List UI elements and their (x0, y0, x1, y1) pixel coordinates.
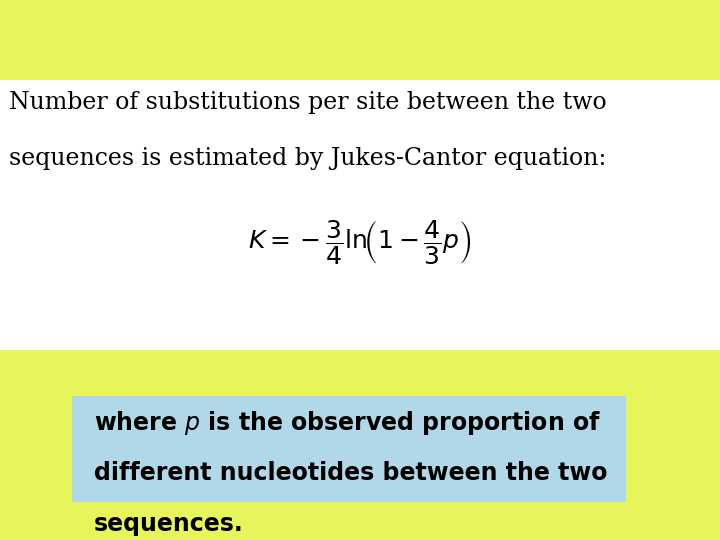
FancyBboxPatch shape (0, 80, 720, 350)
Text: Number of substitutions per site between the two: Number of substitutions per site between… (9, 91, 606, 114)
Text: where $\mathit{p}$ is the observed proportion of: where $\mathit{p}$ is the observed propo… (94, 409, 600, 437)
Text: sequences is estimated by Jukes-Cantor equation:: sequences is estimated by Jukes-Cantor e… (9, 147, 606, 171)
Text: $K = -\dfrac{3}{4}\mathrm{ln}\!\left(1 - \dfrac{4}{3}p\right)$: $K = -\dfrac{3}{4}\mathrm{ln}\!\left(1 -… (248, 218, 472, 266)
FancyBboxPatch shape (72, 396, 626, 502)
Text: sequences.: sequences. (94, 512, 243, 536)
Text: different nucleotides between the two: different nucleotides between the two (94, 461, 607, 484)
